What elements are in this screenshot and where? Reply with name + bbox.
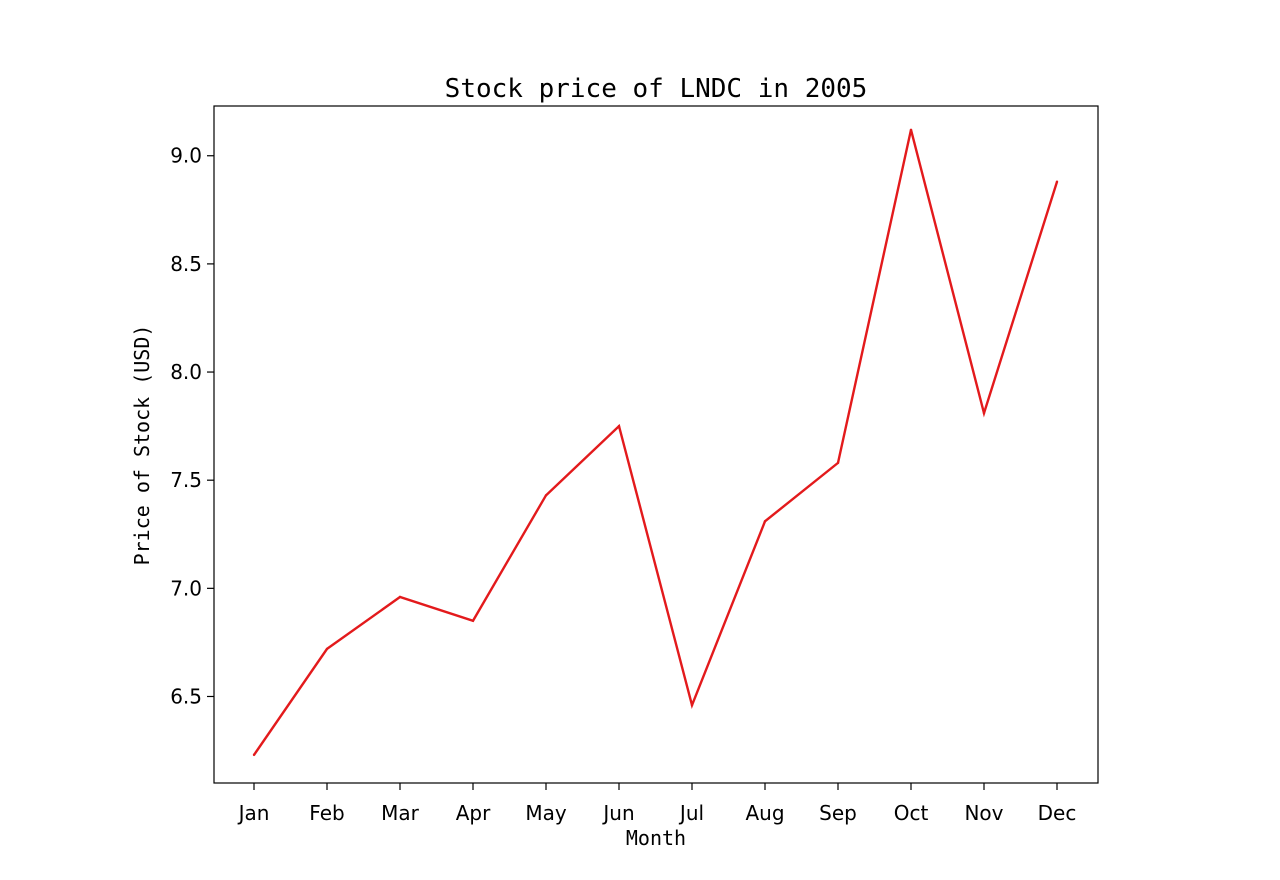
x-axis-label: Month <box>626 826 686 850</box>
y-tick-label: 7.5 <box>170 468 202 492</box>
x-tick-label: Feb <box>309 801 344 825</box>
x-tick-label: Sep <box>819 801 857 825</box>
x-axis: Jan Feb Mar Apr May Jun Jul Aug Sep Oct Nov Dec <box>237 783 1077 825</box>
data-point <box>909 128 913 131</box>
data-point <box>398 595 402 599</box>
x-tick-label: May <box>525 801 567 825</box>
data-point <box>763 520 767 523</box>
x-tick-label: Jan <box>237 801 270 825</box>
x-tick-label: Oct <box>894 801 929 825</box>
x-tick-label: Dec <box>1038 801 1077 825</box>
plot-area-frame <box>213 105 1099 784</box>
series-layer <box>252 128 1059 757</box>
data-point <box>471 619 475 622</box>
chart-title: Stock price of LNDC in 2005 <box>445 74 868 104</box>
data-point <box>1055 180 1059 183</box>
x-tick-label: Jul <box>678 801 704 825</box>
x-tick-label: Nov <box>964 801 1003 825</box>
y-axis: 6.5 7.0 7.5 8.0 8.5 9.0 <box>170 144 214 708</box>
y-tick-label: 9.0 <box>170 144 202 168</box>
data-point <box>617 424 621 428</box>
y-tick-label: 6.5 <box>170 684 202 708</box>
data-point <box>325 647 329 651</box>
data-point <box>544 494 548 497</box>
y-axis-label: Price of Stock (USD) <box>130 325 154 566</box>
series-line <box>253 129 1059 756</box>
x-tick-label: Mar <box>381 801 420 825</box>
x-tick-label: Aug <box>745 801 784 825</box>
x-tick-label: Jun <box>601 801 634 825</box>
y-tick-label: 7.0 <box>170 576 202 600</box>
y-tick-label: 8.0 <box>170 360 202 384</box>
data-point <box>252 753 256 757</box>
data-point <box>836 461 840 465</box>
x-tick-label: Apr <box>456 801 491 825</box>
data-point <box>982 411 986 415</box>
y-tick-label: 8.5 <box>170 252 202 276</box>
data-point <box>690 703 694 707</box>
